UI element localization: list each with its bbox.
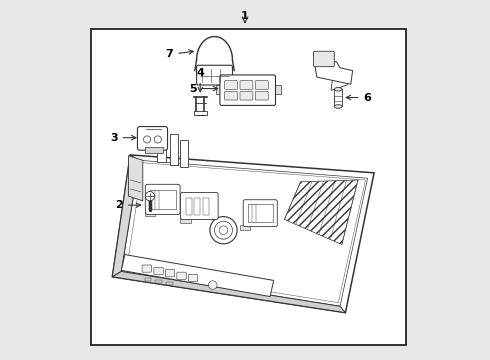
FancyBboxPatch shape (240, 81, 253, 89)
FancyBboxPatch shape (154, 267, 163, 275)
Polygon shape (112, 155, 139, 277)
FancyBboxPatch shape (188, 274, 197, 282)
Ellipse shape (334, 105, 342, 108)
FancyBboxPatch shape (137, 127, 168, 150)
Text: 4: 4 (196, 68, 204, 92)
Bar (274, 85, 281, 94)
Text: 6: 6 (346, 93, 371, 103)
FancyBboxPatch shape (180, 193, 218, 220)
Text: 2: 2 (115, 200, 141, 210)
Polygon shape (315, 62, 353, 84)
Bar (155, 280, 162, 283)
Circle shape (208, 281, 217, 289)
Text: 7: 7 (166, 49, 194, 59)
FancyBboxPatch shape (255, 81, 269, 89)
FancyBboxPatch shape (255, 91, 269, 100)
Bar (180, 140, 188, 167)
Text: 5: 5 (189, 84, 218, 94)
Ellipse shape (334, 87, 342, 91)
Polygon shape (112, 155, 374, 313)
Bar (91, 30, 406, 345)
Text: 3: 3 (110, 133, 136, 143)
FancyBboxPatch shape (220, 75, 275, 105)
FancyBboxPatch shape (224, 91, 238, 100)
Circle shape (210, 217, 237, 244)
Polygon shape (122, 255, 274, 297)
FancyBboxPatch shape (240, 91, 253, 100)
FancyBboxPatch shape (224, 81, 238, 89)
Bar (150, 190, 176, 210)
FancyBboxPatch shape (196, 65, 232, 85)
Bar (166, 282, 172, 285)
FancyBboxPatch shape (177, 272, 186, 279)
Polygon shape (128, 156, 143, 201)
Bar (157, 130, 166, 162)
Polygon shape (112, 271, 345, 313)
Bar (334, 89, 342, 107)
Circle shape (146, 192, 155, 201)
Bar (145, 147, 163, 153)
FancyBboxPatch shape (142, 265, 151, 272)
Bar (186, 198, 192, 215)
Bar (240, 225, 250, 230)
Bar (145, 211, 155, 216)
FancyBboxPatch shape (146, 184, 180, 215)
Bar (180, 218, 191, 223)
Bar (216, 85, 223, 94)
Bar (170, 134, 177, 165)
Bar (194, 111, 207, 116)
Bar (203, 198, 209, 215)
Text: 1: 1 (241, 11, 249, 21)
Bar (195, 198, 200, 215)
FancyBboxPatch shape (243, 200, 277, 226)
Bar (247, 204, 273, 222)
FancyBboxPatch shape (166, 270, 175, 277)
Bar (145, 278, 151, 281)
FancyBboxPatch shape (314, 51, 334, 67)
Polygon shape (331, 72, 349, 90)
